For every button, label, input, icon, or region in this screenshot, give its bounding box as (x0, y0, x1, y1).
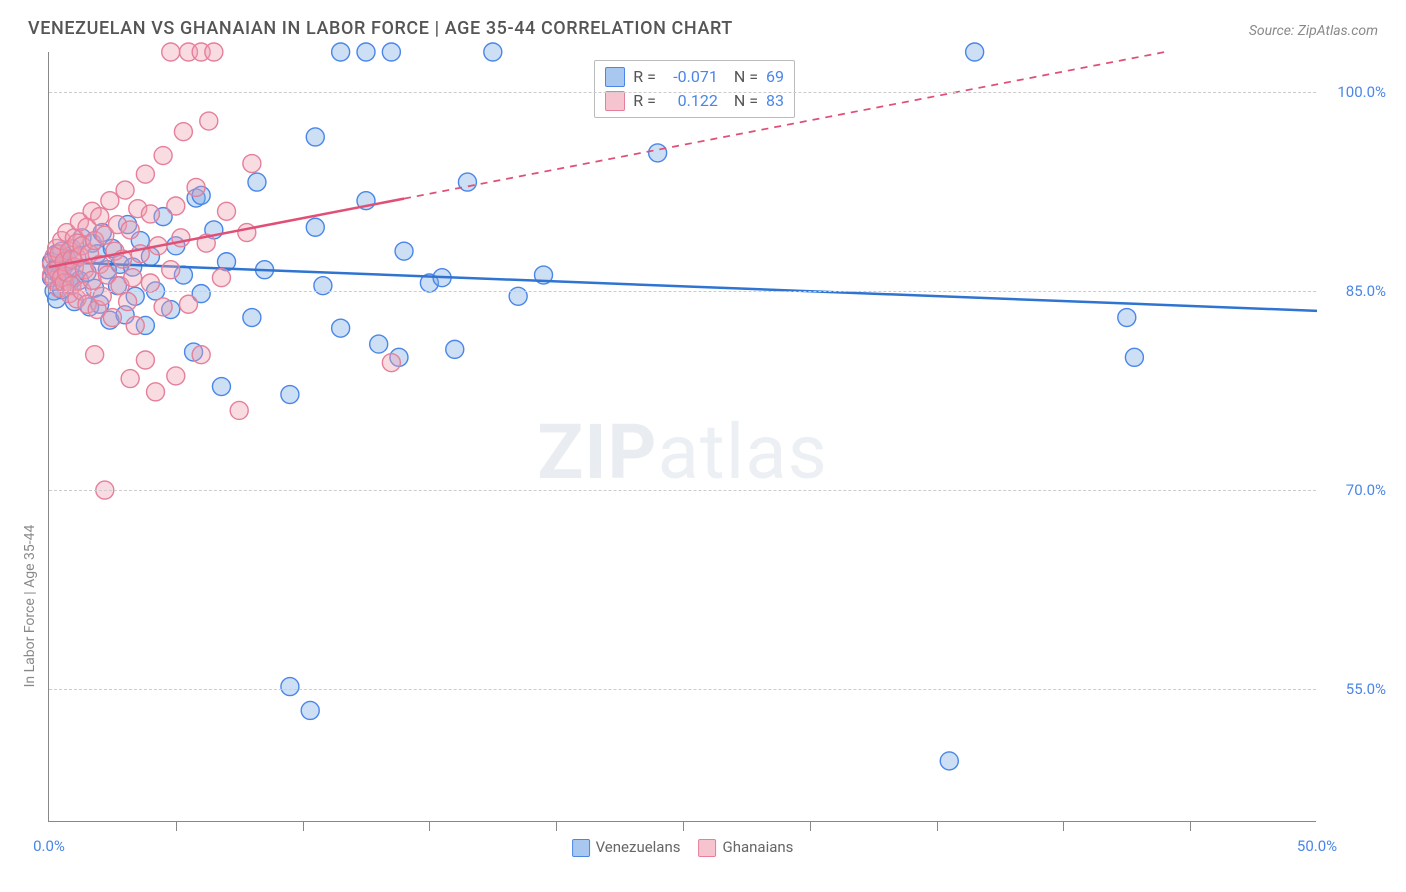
x-tick (1063, 821, 1064, 831)
x-tick (683, 821, 684, 831)
gridline (49, 92, 1316, 93)
stat-r-value: -0.071 (664, 65, 718, 89)
x-tick (429, 821, 430, 831)
scatter-point (966, 43, 984, 61)
chart-source: Source: ZipAtlas.com (1249, 23, 1378, 39)
legend-label: Venezuelans (596, 838, 681, 856)
scatter-point (121, 221, 139, 239)
stat-legend-row: R = -0.071 N = 69 (605, 65, 784, 89)
bottom-legend: Venezuelans Ghanaians (572, 838, 794, 857)
scatter-point (154, 298, 172, 316)
stat-r-label: R = (633, 65, 656, 89)
y-tick-label: 70.0% (1326, 481, 1386, 499)
scatter-point (484, 43, 502, 61)
scatter-point (200, 112, 218, 130)
scatter-point (1118, 309, 1136, 327)
x-tick (303, 821, 304, 831)
scatter-point (212, 269, 230, 287)
chart-svg (49, 52, 1316, 821)
scatter-point (172, 229, 190, 247)
gridline (49, 689, 1316, 690)
chart-title: VENEZUELAN VS GHANAIAN IN LABOR FORCE | … (28, 18, 733, 39)
bottom-legend-item: Ghanaians (699, 838, 794, 857)
y-tick-label: 55.0% (1326, 680, 1386, 698)
scatter-point (940, 752, 958, 770)
scatter-point (243, 155, 261, 173)
stat-legend: R =-0.071N =69R =0.122N =83 (594, 60, 795, 118)
scatter-point (649, 144, 667, 162)
scatter-point (395, 242, 413, 260)
scatter-point (167, 367, 185, 385)
scatter-point (103, 309, 121, 327)
stat-n-label: N = (734, 65, 758, 89)
scatter-point (167, 197, 185, 215)
scatter-point (243, 309, 261, 327)
scatter-point (230, 401, 248, 419)
y-tick-label: 100.0% (1326, 83, 1386, 101)
scatter-point (86, 346, 104, 364)
scatter-point (124, 269, 142, 287)
legend-label: Ghanaians (723, 838, 794, 856)
x-tick (937, 821, 938, 831)
x-tick (810, 821, 811, 831)
legend-swatch (605, 91, 625, 111)
scatter-point (116, 181, 134, 199)
scatter-point (357, 43, 375, 61)
scatter-point (162, 261, 180, 279)
scatter-point (141, 205, 159, 223)
plot-area: ZIPatlas R =-0.071N =69R =0.122N =83 Ven… (48, 52, 1316, 822)
scatter-point (382, 354, 400, 372)
scatter-point (382, 43, 400, 61)
scatter-point (136, 165, 154, 183)
y-axis-label: In Labor Force | Age 35-44 (22, 525, 38, 688)
stat-n-value: 69 (766, 65, 784, 89)
scatter-point (121, 370, 139, 388)
scatter-point (154, 147, 172, 165)
scatter-point (187, 178, 205, 196)
scatter-point (174, 123, 192, 141)
x-tick (1190, 821, 1191, 831)
scatter-point (218, 202, 236, 220)
scatter-point (238, 224, 256, 242)
scatter-point (314, 277, 332, 295)
scatter-point (332, 319, 350, 337)
scatter-point (306, 128, 324, 146)
scatter-point (306, 218, 324, 236)
scatter-point (119, 293, 137, 311)
x-tick-label: 50.0% (1297, 837, 1337, 855)
trend-line (49, 262, 1317, 311)
scatter-point (370, 335, 388, 353)
scatter-point (162, 43, 180, 61)
gridline (49, 490, 1316, 491)
scatter-point (126, 316, 144, 334)
scatter-point (205, 43, 223, 61)
legend-swatch (605, 67, 625, 87)
x-tick (556, 821, 557, 831)
scatter-point (446, 340, 464, 358)
x-tick-label: 0.0% (33, 837, 65, 855)
scatter-point (147, 383, 165, 401)
scatter-point (101, 192, 119, 210)
scatter-point (136, 351, 154, 369)
scatter-point (141, 274, 159, 292)
gridline (49, 291, 1316, 292)
y-tick-label: 85.0% (1326, 282, 1386, 300)
legend-swatch (572, 839, 590, 857)
scatter-point (179, 295, 197, 313)
scatter-point (281, 678, 299, 696)
legend-swatch (699, 839, 717, 857)
x-tick (176, 821, 177, 831)
chart-container: VENEZUELAN VS GHANAIAN IN LABOR FORCE | … (0, 0, 1406, 892)
title-bar: VENEZUELAN VS GHANAIAN IN LABOR FORCE | … (28, 18, 1378, 39)
scatter-point (1125, 348, 1143, 366)
scatter-point (248, 173, 266, 191)
scatter-point (212, 378, 230, 396)
scatter-point (281, 386, 299, 404)
scatter-point (192, 346, 210, 364)
scatter-point (332, 43, 350, 61)
bottom-legend-item: Venezuelans (572, 838, 681, 857)
scatter-point (301, 701, 319, 719)
scatter-point (91, 208, 109, 226)
